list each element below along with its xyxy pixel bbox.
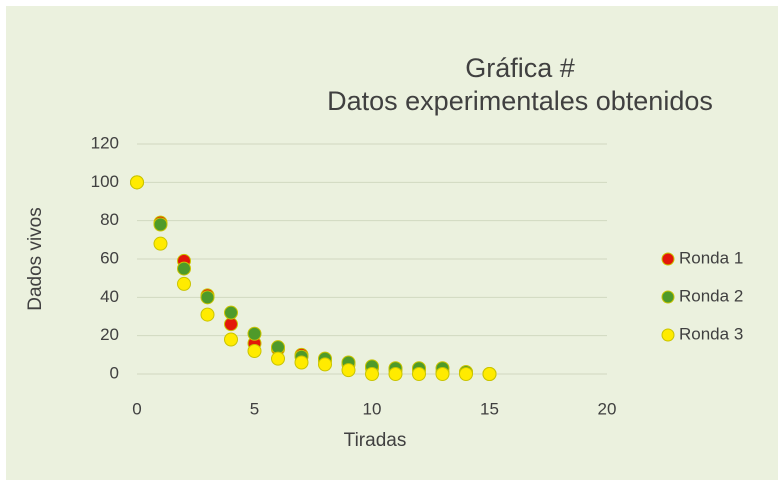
data-point [200, 307, 215, 322]
y-tick-label: 60 [100, 248, 119, 267]
y-tick-label: 40 [100, 287, 119, 306]
data-point [200, 290, 215, 305]
data-point [271, 351, 285, 366]
legend-marker [661, 252, 675, 266]
y-axis-label: Dados vivos [25, 207, 46, 311]
chart-title: Datos experimentales obtenidos [327, 86, 713, 116]
legend-label: Ronda 2 [679, 286, 743, 305]
chart-title: Gráfica # [465, 53, 575, 83]
y-tick-label: 100 [91, 172, 119, 191]
data-point [130, 175, 144, 190]
data-point [294, 355, 309, 370]
legend-marker [661, 290, 675, 304]
data-point [153, 217, 168, 232]
legend-marker [661, 328, 675, 342]
legend-label: Ronda 1 [679, 248, 743, 267]
data-point [318, 357, 332, 372]
data-point [224, 332, 238, 347]
x-tick-label: 20 [598, 399, 617, 418]
x-axis-label: Tiradas [344, 430, 407, 451]
data-point [459, 367, 473, 381]
x-tick-label: 0 [132, 399, 141, 418]
data-point [177, 276, 191, 291]
data-point [177, 261, 191, 276]
x-tick-label: 10 [363, 399, 382, 418]
chart-background [6, 6, 778, 480]
data-point [482, 367, 497, 381]
data-point [341, 363, 356, 378]
data-point [247, 344, 262, 358]
data-point [153, 236, 168, 251]
data-point [412, 367, 426, 381]
y-tick-label: 20 [100, 325, 119, 344]
data-point [435, 367, 450, 381]
y-tick-label: 120 [91, 133, 119, 152]
x-tick-label: 15 [480, 399, 499, 418]
y-tick-label: 80 [100, 210, 119, 229]
legend-label: Ronda 3 [679, 324, 743, 343]
data-point [224, 305, 238, 320]
data-point [388, 367, 403, 381]
data-point [247, 326, 262, 341]
y-tick-label: 0 [110, 363, 119, 382]
data-point [365, 367, 379, 381]
x-tick-label: 5 [250, 399, 259, 418]
